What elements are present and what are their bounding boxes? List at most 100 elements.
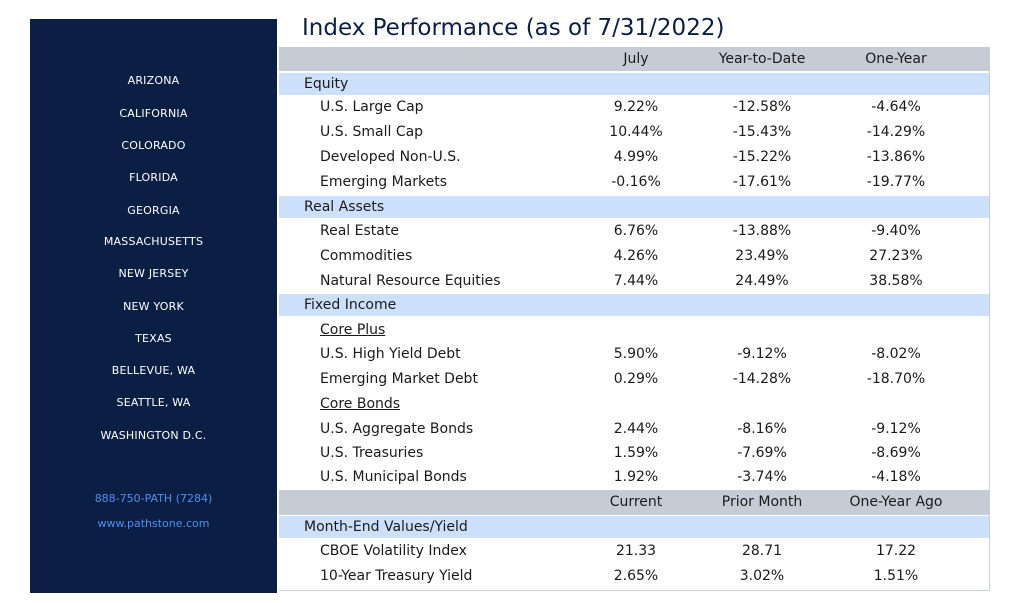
table-row: U.S. Treasuries 1.59% -7.69% -8.69%: [279, 441, 989, 465]
cell-one-year: -4.18%: [871, 469, 921, 485]
table-row: U.S. High Yield Debt 5.90% -9.12% -8.02%: [279, 342, 989, 366]
table-row: U.S. Small Cap 10.44% -15.43% -14.29%: [279, 120, 989, 144]
cell-ytd: -17.61%: [732, 174, 792, 190]
col-header-prior-month: Prior Month: [721, 494, 803, 510]
cell-one-year: -19.77%: [866, 174, 926, 190]
cell-july: 4.99%: [613, 149, 659, 165]
table-row: U.S. Large Cap 9.22% -12.58% -4.64%: [279, 95, 989, 119]
location-massachusetts: MASSACHUSETTS: [103, 235, 204, 248]
row-label: Emerging Market Debt: [320, 371, 478, 387]
row-label: Commodities: [320, 248, 413, 264]
location-new-jersey: NEW JERSEY: [118, 267, 189, 280]
section-label: Month-End Values/Yield: [304, 519, 468, 535]
cell-ytd: -3.74%: [737, 469, 787, 485]
subheading-label: Core Bonds: [320, 396, 401, 412]
performance-header-row: July Year-to-Date One-Year: [279, 47, 989, 71]
cell-july: 10.44%: [609, 124, 663, 140]
location-arizona: ARIZONA: [127, 74, 180, 87]
cell-ytd: 24.49%: [735, 273, 789, 289]
phone-number: 888-750-PATH (7284): [94, 492, 213, 505]
cell-one-year: 27.23%: [869, 248, 923, 264]
cell-july: 2.44%: [613, 421, 659, 437]
col-header-current: Current: [609, 494, 663, 510]
cell-one-year: -9.40%: [871, 223, 921, 239]
cell-ytd: -15.43%: [732, 124, 792, 140]
cell-ytd: -9.12%: [737, 346, 787, 362]
location-california: CALIFORNIA: [119, 107, 188, 120]
subheading-core-bonds: Core Bonds: [279, 392, 989, 416]
location-seattle-wa: SEATTLE, WA: [116, 396, 191, 409]
cell-one-year-ago: 17.22: [875, 543, 917, 559]
cell-prior-month: 28.71: [741, 543, 783, 559]
cell-one-year: -8.69%: [871, 445, 921, 461]
location-georgia: GEORGIA: [127, 204, 180, 217]
cell-ytd: -14.28%: [732, 371, 792, 387]
row-label: U.S. Municipal Bonds: [320, 469, 467, 485]
row-label: U.S. Large Cap: [320, 99, 424, 115]
col-header-july: July: [623, 51, 649, 67]
table-row: Natural Resource Equities 7.44% 24.49% 3…: [279, 269, 989, 293]
website-link[interactable]: www.pathstone.com: [97, 517, 210, 530]
cell-july: 0.29%: [613, 371, 659, 387]
cell-ytd: 23.49%: [735, 248, 789, 264]
location-washington-dc: WASHINGTON D.C.: [100, 429, 207, 442]
table-row: Commodities 4.26% 23.49% 27.23%: [279, 244, 989, 268]
row-label: Real Estate: [320, 223, 399, 239]
cell-current: 2.65%: [613, 568, 659, 584]
location-texas: TEXAS: [135, 332, 172, 345]
row-label: U.S. High Yield Debt: [320, 346, 461, 362]
table-row: Emerging Markets -0.16% -17.61% -19.77%: [279, 170, 989, 194]
row-label: U.S. Aggregate Bonds: [320, 421, 474, 437]
subheading-label: Core Plus: [320, 322, 386, 338]
table-row: CBOE Volatility Index 21.33 28.71 17.22: [279, 539, 989, 563]
section-equity: Equity: [279, 73, 989, 95]
table-row: 10-Year Treasury Yield 2.65% 3.02% 1.51%: [279, 564, 989, 588]
table-row: U.S. Municipal Bonds 1.92% -3.74% -4.18%: [279, 465, 989, 489]
subheading-core-plus: Core Plus: [279, 318, 989, 342]
table-row: Emerging Market Debt 0.29% -14.28% -18.7…: [279, 367, 989, 391]
col-header-ytd: Year-to-Date: [718, 51, 806, 67]
cell-one-year: -18.70%: [866, 371, 926, 387]
cell-one-year: -8.02%: [871, 346, 921, 362]
section-month-end-values: Month-End Values/Yield: [279, 516, 989, 538]
cell-ytd: -8.16%: [737, 421, 787, 437]
cell-ytd: -7.69%: [737, 445, 787, 461]
cell-one-year-ago: 1.51%: [873, 568, 919, 584]
cell-one-year: -9.12%: [871, 421, 921, 437]
cell-july: 1.92%: [613, 469, 659, 485]
location-colorado: COLORADO: [121, 139, 186, 152]
row-label: U.S. Treasuries: [320, 445, 424, 461]
cell-ytd: -15.22%: [732, 149, 792, 165]
row-label: Developed Non-U.S.: [320, 149, 461, 165]
section-fixed-income: Fixed Income: [279, 294, 989, 316]
table-row: U.S. Aggregate Bonds 2.44% -8.16% -9.12%: [279, 417, 989, 441]
cell-july: 9.22%: [613, 99, 659, 115]
cell-july: 6.76%: [613, 223, 659, 239]
row-label: CBOE Volatility Index: [320, 543, 467, 559]
cell-current: 21.33: [615, 543, 657, 559]
cell-one-year: 38.58%: [869, 273, 923, 289]
cell-one-year: -14.29%: [866, 124, 926, 140]
values-header-row: Current Prior Month One-Year Ago: [279, 490, 989, 515]
row-label: 10-Year Treasury Yield: [320, 568, 473, 584]
row-label: U.S. Small Cap: [320, 124, 424, 140]
cell-july: 1.59%: [613, 445, 659, 461]
cell-july: 4.26%: [613, 248, 659, 264]
performance-table: July Year-to-Date One-Year Equity U.S. L…: [279, 47, 990, 591]
row-label: Emerging Markets: [320, 174, 448, 190]
location-new-york: NEW YORK: [123, 300, 184, 313]
cell-prior-month: 3.02%: [739, 568, 785, 584]
page-title: Index Performance (as of 7/31/2022): [302, 15, 725, 41]
cell-july: -0.16%: [611, 174, 661, 190]
cell-ytd: -12.58%: [732, 99, 792, 115]
table-row: Real Estate 6.76% -13.88% -9.40%: [279, 219, 989, 243]
table-row: Developed Non-U.S. 4.99% -15.22% -13.86%: [279, 145, 989, 169]
section-label: Equity: [304, 76, 349, 92]
col-header-one-year-ago: One-Year Ago: [849, 494, 943, 510]
section-label: Real Assets: [304, 199, 385, 215]
location-bellevue-wa: BELLEVUE, WA: [111, 364, 196, 377]
location-florida: FLORIDA: [129, 171, 178, 184]
cell-one-year: -4.64%: [871, 99, 921, 115]
cell-july: 7.44%: [613, 273, 659, 289]
row-label: Natural Resource Equities: [320, 273, 501, 289]
